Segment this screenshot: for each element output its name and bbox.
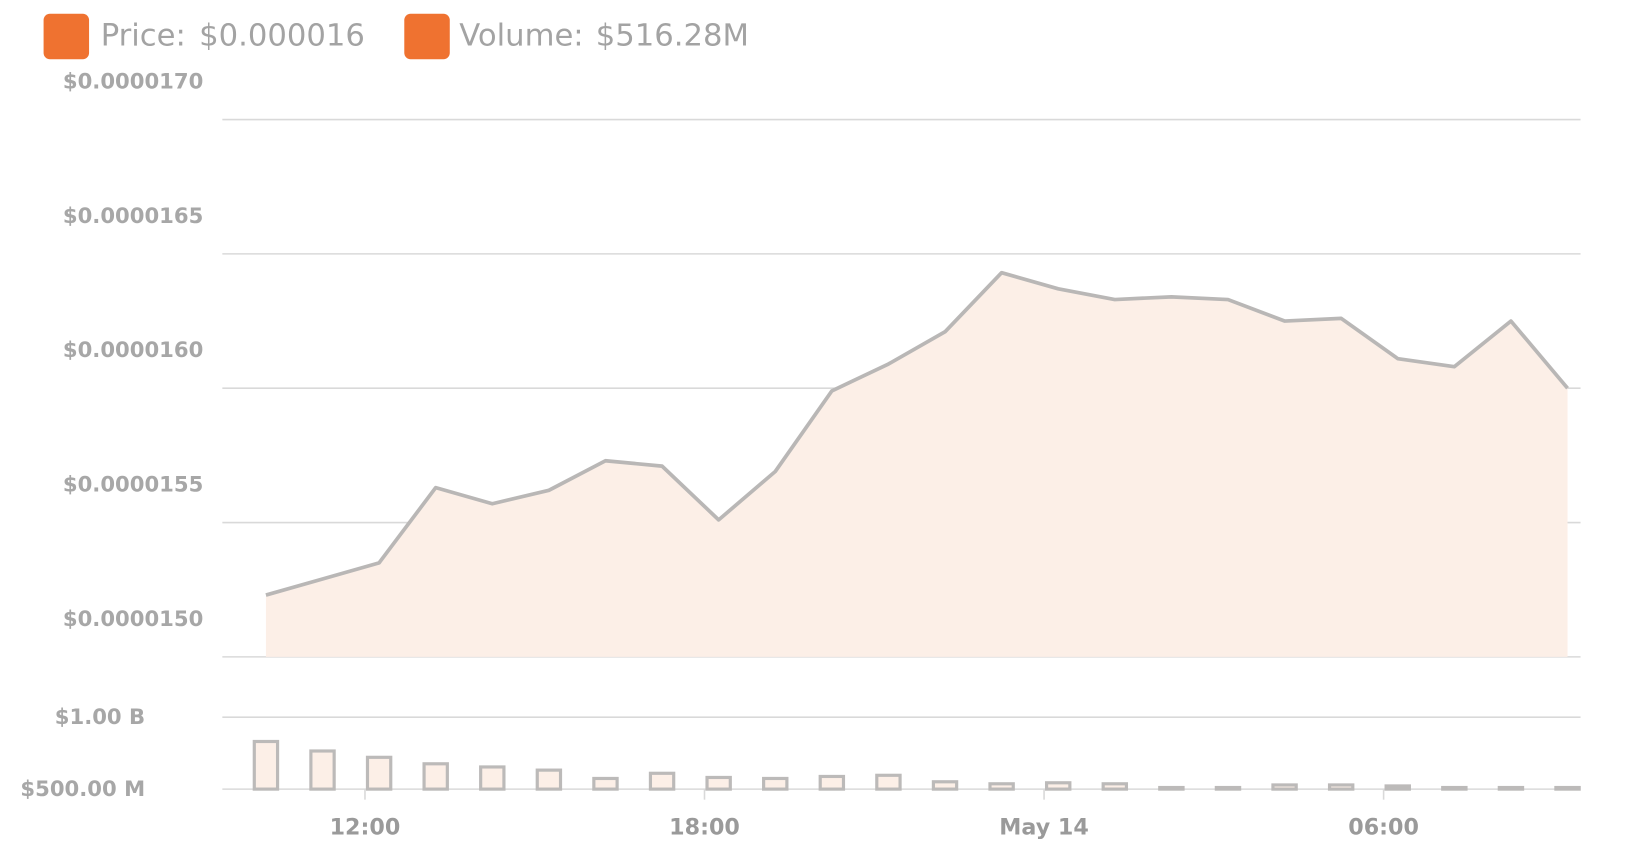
- y-tick-label: $0.0000160: [63, 337, 203, 362]
- legend-value: $516.28M: [596, 19, 749, 54]
- y-tick-label: $0.0000165: [63, 203, 203, 228]
- volume-bar: [1214, 785, 1242, 791]
- y-tick-label: $500.00 M: [20, 776, 145, 801]
- area-fill: [265, 272, 1568, 657]
- volume-bar: [1044, 781, 1072, 791]
- volume-bar: [365, 755, 393, 791]
- y-tick-label: $0.0000170: [63, 69, 203, 94]
- x-tick-label: 18:00: [669, 815, 740, 841]
- x-tick-label: 12:00: [330, 815, 401, 841]
- volume-bar: [988, 782, 1015, 791]
- volume-bar: [1441, 785, 1468, 791]
- volume-bar: [422, 762, 449, 791]
- volume-bar: [1271, 783, 1298, 791]
- volume-bar: [1497, 785, 1525, 791]
- volume-bar: [762, 776, 789, 791]
- volume-bar: [252, 739, 280, 791]
- legend-swatch: [404, 13, 450, 60]
- volume-bar: [1327, 783, 1355, 791]
- volume-bar: [648, 771, 676, 791]
- volume-bar: [535, 768, 563, 791]
- volume-bar: [875, 773, 902, 791]
- y-tick-label: $1.00 B: [55, 704, 145, 729]
- y-tick-label: $0.0000155: [63, 472, 203, 497]
- x-tick-label: May 14: [999, 815, 1089, 841]
- volume-bar: [931, 780, 959, 791]
- volume-bar: [1384, 784, 1411, 791]
- legend-label: Volume:: [459, 19, 583, 54]
- volume-bar: [309, 749, 336, 791]
- volume-bar: [1158, 785, 1185, 791]
- price-line: [265, 270, 1569, 597]
- volume-bar: [1101, 782, 1129, 791]
- volume-bar: [479, 765, 506, 791]
- volume-bar: [705, 775, 732, 791]
- volume-bar: [592, 776, 619, 791]
- x-tick-label: 06:00: [1348, 815, 1419, 841]
- legend-value: $0.000016: [199, 19, 365, 54]
- volume-bar: [1554, 785, 1581, 791]
- y-tick-label: $0.0000150: [63, 606, 203, 631]
- legend-swatch: [43, 13, 90, 60]
- legend-label: Price:: [101, 19, 186, 54]
- volume-bar: [818, 774, 846, 791]
